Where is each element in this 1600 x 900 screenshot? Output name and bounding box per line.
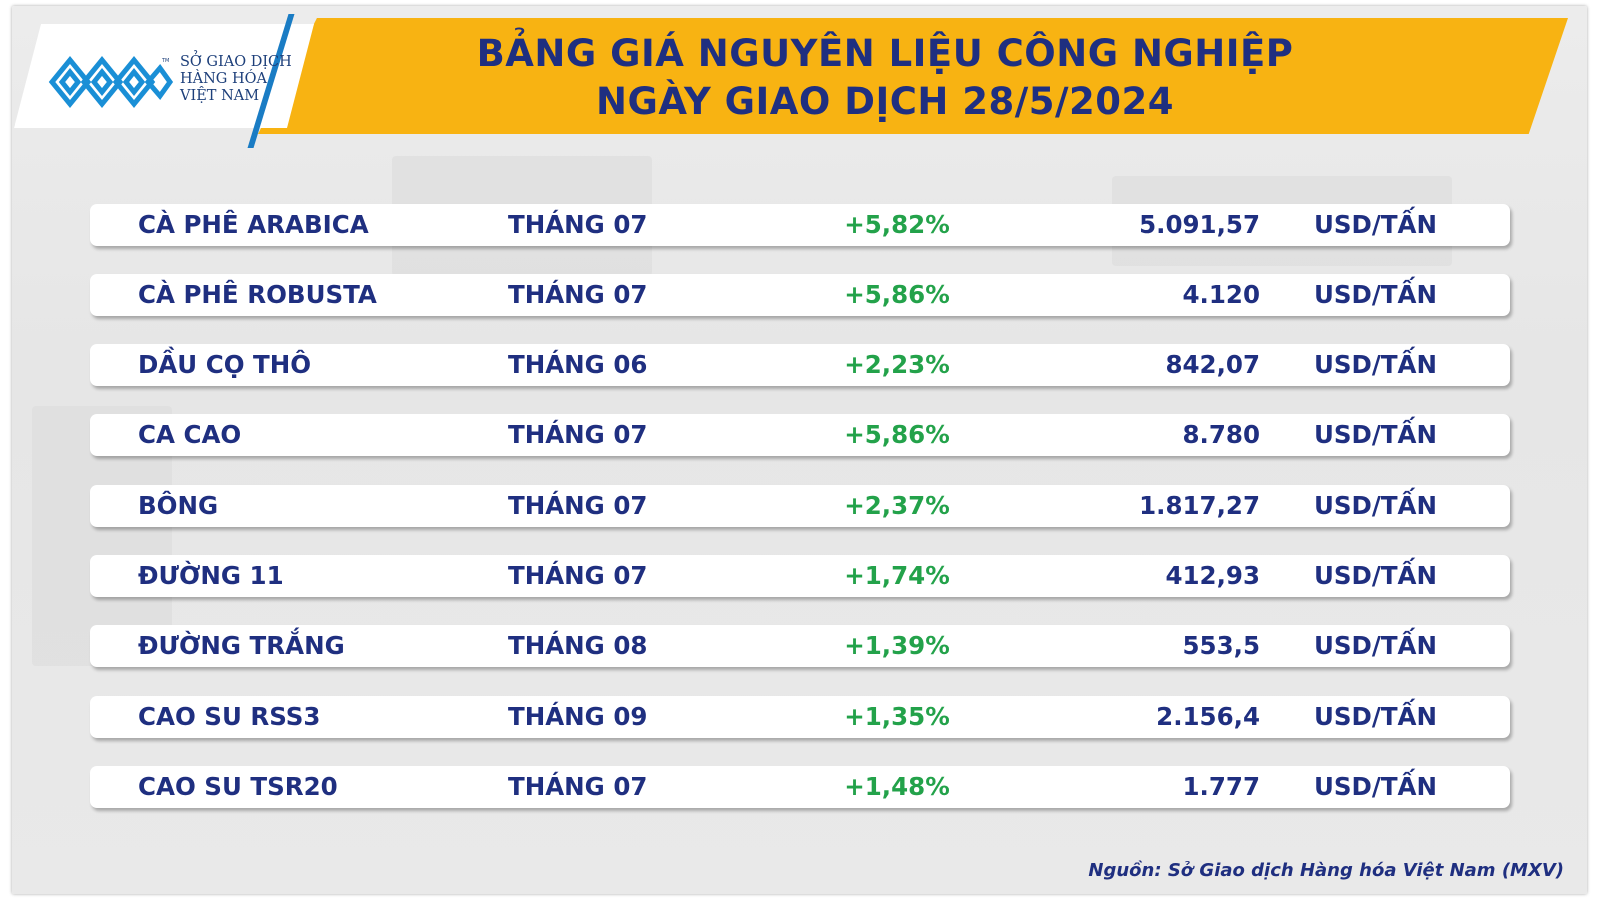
table-row: CAO SU TSR20 THÁNG 07 +1,48% 1.777 USD/TẤN — [90, 766, 1510, 808]
table-row: CA CAO THÁNG 07 +5,86% 8.780 USD/TẤN — [90, 414, 1510, 456]
price-value: 1.777 — [1182, 772, 1261, 801]
commodity-name: DẦU CỌ THÔ — [138, 350, 312, 379]
commodity-name: CAO SU RSS3 — [138, 702, 321, 731]
contract-month: THÁNG 07 — [508, 280, 648, 309]
price-unit: USD/TẤN — [1314, 350, 1438, 379]
table-row: ĐƯỜNG 11 THÁNG 07 +1,74% 412,93 USD/TẤN — [90, 555, 1510, 597]
price-change: +1,74% — [844, 561, 950, 590]
table-row: CÀ PHÊ ROBUSTA THÁNG 07 +5,86% 4.120 USD/TẤN — [90, 274, 1510, 316]
commodity-name: CÀ PHÊ ROBUSTA — [138, 280, 377, 309]
price-value: 5.091,57 — [1139, 210, 1260, 239]
contract-month: THÁNG 08 — [508, 631, 648, 660]
table-row: CÀ PHÊ ARABICA THÁNG 07 +5,82% 5.091,57 USD/… — [90, 204, 1510, 246]
commodity-name: CAO SU TSR20 — [138, 772, 338, 801]
price-change: +5,82% — [844, 210, 950, 239]
contract-month: THÁNG 07 — [508, 210, 648, 239]
price-unit: USD/TẤN — [1314, 491, 1438, 520]
price-unit: USD/TẤN — [1314, 210, 1438, 239]
price-value: 842,07 — [1165, 350, 1260, 379]
price-change: +2,23% — [844, 350, 950, 379]
table-row: DẦU CỌ THÔ THÁNG 06 +2,23% 842,07 USD/TẤN — [90, 344, 1510, 386]
logo-text: SỞ GIAO DỊCH HÀNG HÓA VIỆT NAM — [180, 54, 292, 105]
page-subtitle: NGÀY GIAO DỊCH 28/5/2024 — [596, 80, 1174, 123]
source-note: Nguồn: Sở Giao dịch Hàng hóa Việt Nam (M… — [1088, 860, 1564, 881]
price-unit: USD/TẤN — [1314, 702, 1438, 731]
table-row: ĐƯỜNG TRẮNG THÁNG 08 +1,39% 553,5 USD/TẤN — [90, 625, 1510, 667]
price-value: 8.780 — [1182, 420, 1261, 449]
contract-month: THÁNG 06 — [508, 350, 648, 379]
price-unit: USD/TẤN — [1314, 631, 1438, 660]
table-row: BÔNG THÁNG 07 +2,37% 1.817,27 USD/TẤN — [90, 485, 1510, 527]
commodity-name: CA CAO — [138, 420, 242, 449]
contract-month: THÁNG 07 — [508, 772, 648, 801]
price-change: +2,37% — [844, 491, 950, 520]
table-row: CAO SU RSS3 THÁNG 09 +1,35% 2.156,4 USD/TẤN — [90, 696, 1510, 738]
commodity-name: CÀ PHÊ ARABICA — [138, 210, 369, 239]
price-value: 412,93 — [1165, 561, 1260, 590]
commodity-name: ĐƯỜNG TRẮNG — [138, 631, 345, 660]
contract-month: THÁNG 07 — [508, 561, 648, 590]
page-title: BẢNG GIÁ NGUYÊN LIỆU CÔNG NGHIỆP — [476, 32, 1294, 75]
commodity-name: ĐƯỜNG 11 — [138, 561, 284, 590]
price-change: +5,86% — [844, 420, 950, 449]
price-value: 2.156,4 — [1156, 702, 1260, 731]
contract-month: THÁNG 09 — [508, 702, 648, 731]
contract-month: THÁNG 07 — [508, 420, 648, 449]
contract-month: THÁNG 07 — [508, 491, 648, 520]
price-value: 1.817,27 — [1139, 491, 1260, 520]
title-banner — [258, 18, 1568, 134]
mxv-logo-icon: TM — [48, 56, 174, 108]
price-unit: USD/TẤN — [1314, 772, 1438, 801]
price-change: +1,35% — [844, 702, 950, 731]
price-change: +5,86% — [844, 280, 950, 309]
price-unit: USD/TẤN — [1314, 280, 1438, 309]
price-value: 553,5 — [1182, 631, 1261, 660]
price-change: +1,39% — [844, 631, 950, 660]
price-change: +1,48% — [844, 772, 950, 801]
logo-line-2: HÀNG HÓA — [180, 71, 267, 87]
trademark-label: TM — [161, 58, 169, 64]
logo-line-1: SỞ GIAO DỊCH — [180, 54, 292, 70]
price-unit: USD/TẤN — [1314, 561, 1438, 590]
commodity-name: BÔNG — [138, 491, 219, 520]
logo-line-3: VIỆT NAM — [180, 88, 260, 104]
price-unit: USD/TẤN — [1314, 420, 1438, 449]
price-value: 4.120 — [1182, 280, 1261, 309]
